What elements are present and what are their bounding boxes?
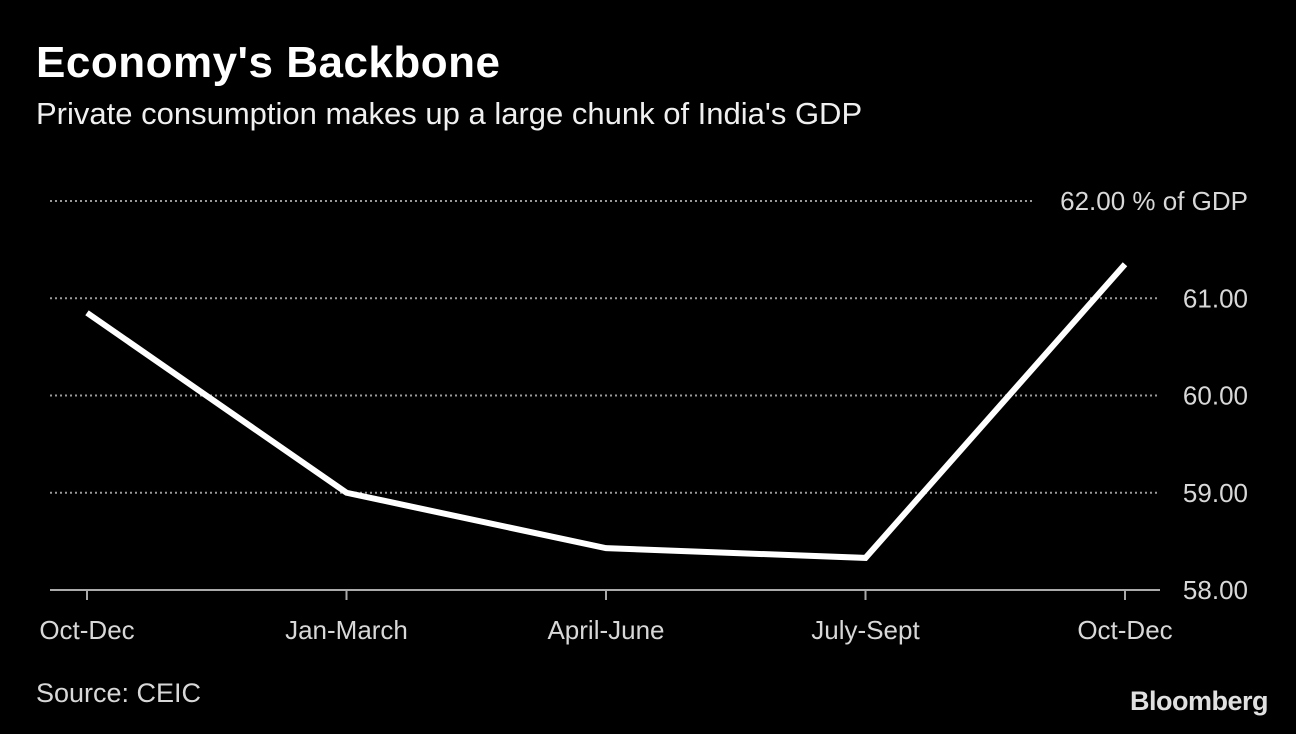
x-tick-label: April-June xyxy=(547,615,664,645)
y-tick-label: 58.00 xyxy=(1183,575,1248,605)
x-tick-label: July-Sept xyxy=(811,615,920,645)
y-tick-label: 59.00 xyxy=(1183,478,1248,508)
data-line xyxy=(85,262,1128,561)
bloomberg-logo: Bloomberg xyxy=(1129,686,1269,716)
y-tick-label: 62.00 % of GDP xyxy=(1060,186,1248,216)
x-tick-label: Oct-Dec xyxy=(39,615,134,645)
y-tick-label: 60.00 xyxy=(1183,381,1248,411)
chart-subtitle: Private consumption makes up a large chu… xyxy=(36,96,863,131)
source-note: Source: CEIC xyxy=(36,678,202,708)
x-tick-label: Jan-March xyxy=(285,615,408,645)
chart-title: Economy's Backbone xyxy=(36,38,501,87)
x-tick-label: Oct-Dec xyxy=(1077,615,1172,645)
y-tick-label: 61.00 xyxy=(1183,283,1248,313)
